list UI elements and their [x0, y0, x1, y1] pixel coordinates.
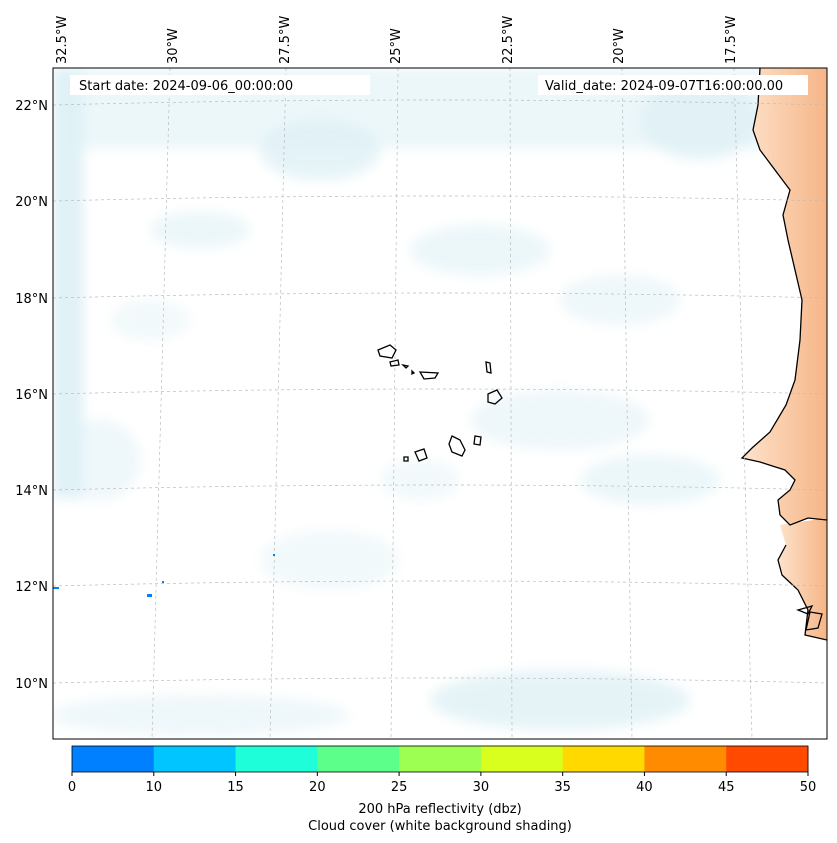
colorbar-tick-label: 50 — [800, 780, 817, 795]
lat-label: 22°N — [15, 99, 48, 114]
colorbar-tick-label: 30 — [473, 780, 490, 795]
colorbar-segment — [644, 746, 727, 772]
colorbar-tick-label: 25 — [391, 780, 408, 795]
colorbar-tick-label: 35 — [554, 780, 571, 795]
colorbar-tick-label: 15 — [227, 780, 244, 795]
lat-label: 10°N — [15, 677, 48, 692]
colorbar-tick-label: 10 — [146, 780, 163, 795]
lon-label: 32.5°W — [55, 16, 70, 64]
map-area — [53, 68, 827, 739]
colorbar-tick-label: 45 — [718, 780, 735, 795]
colorbar — [71, 745, 809, 773]
colorbar-tick-label: 20 — [309, 780, 326, 795]
colorbar-segment — [480, 746, 564, 772]
lon-label: 22.5°W — [501, 16, 516, 64]
map-border — [52, 67, 828, 740]
colorbar-segment — [317, 746, 400, 772]
valid-date-label: Valid_date: 2024-09-07T16:00:00.00 — [545, 79, 783, 94]
colorbar-segment — [235, 746, 318, 772]
start-date-label: Start date: 2024-09-06_00:00:00 — [79, 79, 293, 94]
lat-label: 20°N — [15, 195, 48, 210]
africa-land-south — [778, 518, 827, 640]
valid-date-box — [538, 75, 808, 95]
coastline — [740, 68, 827, 641]
graticule — [53, 68, 827, 739]
colorbar-segment — [72, 746, 155, 772]
colorbar-tick-label: 40 — [636, 780, 653, 795]
lon-label: 20°W — [612, 28, 627, 64]
longitude-labels: 32.5°W 30°W 27.5°W 25°W 22.5°W 20°W 17.5… — [55, 16, 739, 64]
colorbar-segment — [726, 746, 809, 772]
colorbar-ticks: 0 10 15 20 25 30 35 40 45 50 — [68, 772, 816, 795]
colorbar-tick-label: 0 — [68, 780, 76, 795]
colorbar-segment — [562, 746, 645, 772]
lon-label: 17.5°W — [724, 16, 739, 64]
colorbar-segment — [153, 746, 237, 772]
lat-label: 14°N — [15, 484, 48, 499]
lon-label: 30°W — [166, 28, 181, 64]
lat-label: 16°N — [15, 388, 48, 403]
colorbar-segment — [399, 746, 482, 772]
lon-label: 25°W — [389, 28, 404, 64]
cape-verde-islands — [377, 344, 503, 462]
colorbar-sublabel: Cloud cover (white background shading) — [308, 819, 572, 834]
lon-label: 27.5°W — [278, 16, 293, 64]
reflectivity-cells — [53, 554, 275, 597]
colorbar-label: 200 hPa reflectivity (dbz) — [358, 802, 521, 817]
lat-label: 12°N — [15, 580, 48, 595]
start-date-box — [70, 75, 370, 95]
africa-land — [742, 68, 827, 525]
latitude-labels: 22°N 20°N 18°N 16°N 14°N 12°N 10°N — [15, 99, 48, 692]
lat-label: 18°N — [15, 292, 48, 307]
colorbar-border — [71, 745, 809, 773]
